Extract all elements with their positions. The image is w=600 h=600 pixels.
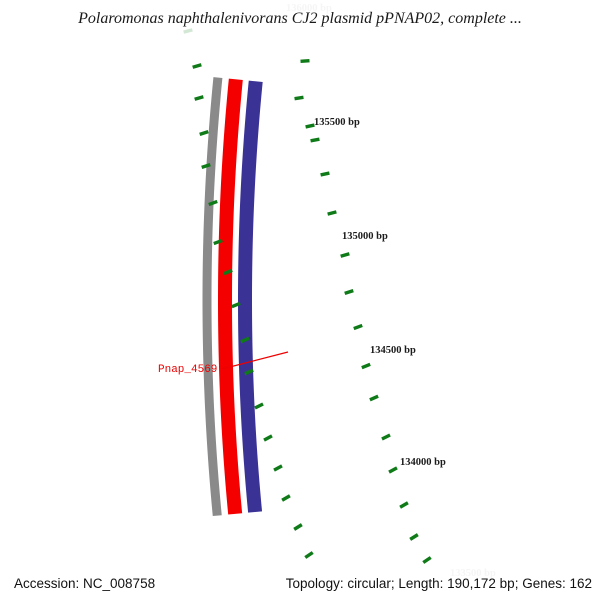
- gene-tick-inner[interactable]: [254, 402, 264, 410]
- gene-tick-outer[interactable]: [300, 58, 310, 64]
- bp-coordinate-label: 134500 bp: [370, 345, 416, 356]
- gene-tick-inner[interactable]: [199, 129, 209, 137]
- accession-status-text: Accession: NC_008758: [14, 576, 156, 591]
- gene-annotation-label-pnap-4569[interactable]: Pnap_4569: [158, 364, 218, 376]
- gene-tick-outer[interactable]: [344, 288, 354, 296]
- gene-tick-inner[interactable]: [223, 268, 233, 276]
- gene-tick-inner[interactable]: [192, 63, 202, 69]
- gene-tick-outer[interactable]: [409, 533, 419, 541]
- gene-tick-inner[interactable]: [201, 162, 211, 170]
- gene-label-leader-line: [221, 351, 289, 370]
- gene-tick-outer[interactable]: [320, 171, 330, 177]
- page-title: Polaromonas naphthalenivorans CJ2 plasmi…: [78, 10, 522, 27]
- bp-coordinate-label: 135500 bp: [314, 117, 360, 128]
- gene-tick-inner[interactable]: [213, 238, 223, 246]
- gene-tick-inner[interactable]: [273, 464, 283, 472]
- gene-tick-outer[interactable]: [340, 252, 350, 258]
- gene-tick-outer[interactable]: [327, 210, 337, 216]
- gene-tick-outer[interactable]: [422, 556, 432, 564]
- gene-tick-inner[interactable]: [281, 494, 291, 502]
- gene-tick-inner[interactable]: [240, 336, 250, 344]
- topology-status-text: Topology: circular; Length: 190,172 bp; …: [285, 576, 592, 591]
- gene-tick-inner[interactable]: [304, 551, 314, 559]
- gene-tick-outer[interactable]: [294, 95, 304, 101]
- gene-tick-outer[interactable]: [399, 501, 409, 509]
- gene-tick-inner[interactable]: [231, 301, 241, 309]
- status-bar: Accession: NC_008758 Topology: circular;…: [0, 564, 600, 600]
- gene-tick-outer[interactable]: [388, 466, 398, 474]
- reverse-strand-band: [218, 78, 243, 515]
- gene-tick-inner[interactable]: [194, 95, 204, 101]
- gene-label-leader-group: [221, 351, 289, 370]
- gene-tick-outer[interactable]: [305, 123, 315, 129]
- title-bar: Polaromonas naphthalenivorans CJ2 plasmi…: [0, 0, 600, 38]
- gene-tick-outer[interactable]: [353, 323, 363, 331]
- gene-tick-outer[interactable]: [310, 137, 320, 143]
- bp-coordinate-label: 134000 bp: [400, 457, 446, 468]
- gene-tick-inner[interactable]: [263, 434, 273, 442]
- forward-strand-band: [238, 80, 263, 513]
- plasmid-ribbon: [202, 77, 263, 517]
- gene-tick-inner[interactable]: [293, 523, 303, 531]
- backbone-band: [202, 77, 223, 517]
- gene-tick-group: [183, 28, 432, 564]
- gene-tick-inner[interactable]: [244, 368, 254, 376]
- gene-tick-outer[interactable]: [381, 433, 391, 441]
- gene-tick-outer[interactable]: [361, 362, 371, 370]
- gene-tick-outer[interactable]: [369, 394, 379, 402]
- bp-coordinate-label: 135000 bp: [342, 231, 388, 242]
- gene-tick-inner[interactable]: [208, 199, 218, 207]
